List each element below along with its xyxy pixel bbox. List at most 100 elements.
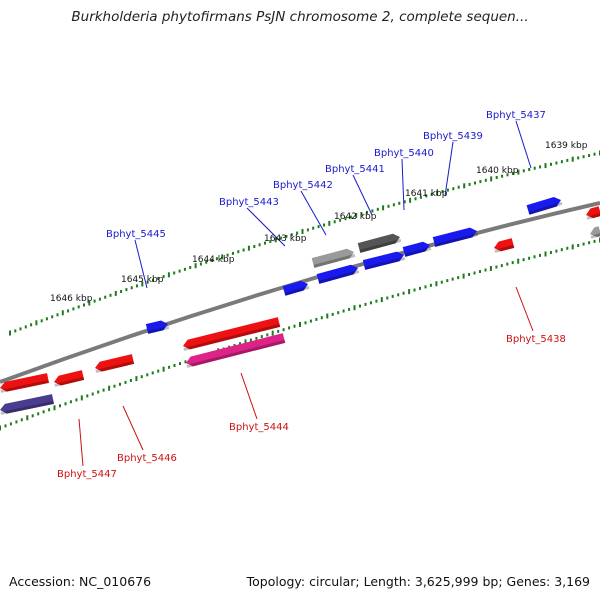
gene-arrow (183, 317, 281, 351)
gene-label-forward-line (134, 239, 148, 289)
scale-dot (157, 277, 160, 280)
scale-dot (4, 424, 7, 428)
scale-dot (555, 249, 558, 253)
scale-dot (42, 410, 45, 414)
gene-label-reverse: Bphyt_5447 (57, 469, 117, 480)
scale-dot (376, 207, 379, 211)
scale-dot (151, 371, 154, 375)
scale-dot (593, 239, 596, 243)
scale-dot (306, 228, 309, 232)
scale-dot (26, 415, 29, 421)
scale-dot (135, 376, 138, 382)
scale-dot (299, 322, 301, 327)
scale-dot (205, 260, 208, 264)
scale-dot (72, 307, 75, 311)
scale-dot (48, 408, 51, 412)
scale-dot (86, 394, 89, 398)
scale-dot (146, 280, 149, 284)
scale-dot (528, 168, 531, 171)
scale-dot (517, 258, 520, 264)
scale-dot (349, 215, 352, 219)
scale-dot (9, 422, 12, 426)
scale-dot (342, 309, 345, 313)
gene-arrow (311, 248, 356, 268)
scale-dot (462, 273, 465, 279)
scale-dot (457, 276, 460, 280)
gene-arrow (282, 280, 310, 296)
scale-dot (258, 243, 261, 247)
scale-dot (344, 217, 347, 221)
scale-dot (506, 262, 509, 266)
gene-arrow-shade (586, 212, 600, 220)
scale-dot (282, 328, 285, 332)
gene-label-reverse-line (240, 372, 258, 420)
scale-dot (184, 360, 187, 364)
scale-dot (479, 270, 481, 273)
scale-dot (274, 237, 277, 243)
gene-arrow (402, 241, 432, 257)
scale-dot (386, 296, 389, 300)
scale-dot (255, 336, 258, 340)
scale-dot (511, 261, 514, 265)
scale-dot (484, 268, 487, 272)
scale-dot (280, 236, 283, 240)
scale-dot (64, 402, 67, 406)
scale-dot (484, 178, 487, 182)
scale-dot (425, 194, 428, 198)
scale-dot (260, 335, 263, 339)
scale-dot (436, 190, 439, 196)
gene-arrow (357, 233, 402, 253)
scale-dot (522, 258, 525, 262)
scale-dot (37, 412, 40, 416)
scale-label: 1644 kbp (192, 255, 235, 265)
scale-dot (146, 373, 149, 377)
scale-dot (452, 187, 455, 191)
scale-dot (253, 245, 256, 248)
gene-arrow-shade (0, 400, 55, 415)
scale-dot (231, 251, 234, 255)
scale-dot (593, 152, 596, 156)
scale-dot (387, 204, 390, 208)
scale-dot (59, 404, 61, 408)
gene-arrow-body (95, 354, 135, 372)
scale-dot (560, 160, 563, 164)
gene-arrow (316, 264, 360, 284)
scale-dot (403, 200, 406, 204)
scale-dot (555, 161, 558, 165)
gene-arrow-body (586, 206, 600, 219)
scale-dot (323, 223, 325, 227)
scale-label: 1640 kbp (476, 166, 519, 176)
scale-dot (539, 253, 541, 257)
scale-dot (20, 418, 23, 422)
gene-arrow-shade (95, 360, 135, 373)
scale-dot (93, 299, 96, 303)
scale-dot (441, 190, 444, 193)
gene-arrow-body (0, 394, 55, 414)
gene-arrow-body (432, 227, 478, 247)
gene-label-forward-line (515, 120, 532, 169)
gene-label-forward-line (444, 141, 454, 197)
scale-dot (269, 240, 272, 243)
scale-dot (409, 197, 412, 203)
scale-dot (288, 326, 291, 330)
scale-dot (244, 339, 247, 345)
scale-dot (199, 262, 202, 266)
scale-labels: 1646 kbp 1645 kbp 1644 kbp 1643 kbp 1642 kbp… (50, 141, 588, 304)
gene-arrow-shade (404, 246, 432, 257)
scale-dot (264, 241, 266, 245)
gene-label-forward: Bphyt_5442 (273, 180, 333, 191)
scale-dot (463, 183, 466, 189)
scale-dot (550, 162, 552, 166)
gene-arrow-shade (318, 269, 360, 284)
scale-dot (124, 380, 127, 384)
scale-dot (113, 384, 116, 388)
gene-arrow-shade (590, 232, 600, 239)
scale-dot (114, 290, 117, 296)
scale-dot (108, 385, 111, 391)
scale-dot (588, 154, 591, 157)
scale-dot (544, 163, 547, 169)
scale-dot (468, 273, 471, 276)
scale-dot (544, 251, 547, 257)
gene-arrow (590, 226, 600, 239)
